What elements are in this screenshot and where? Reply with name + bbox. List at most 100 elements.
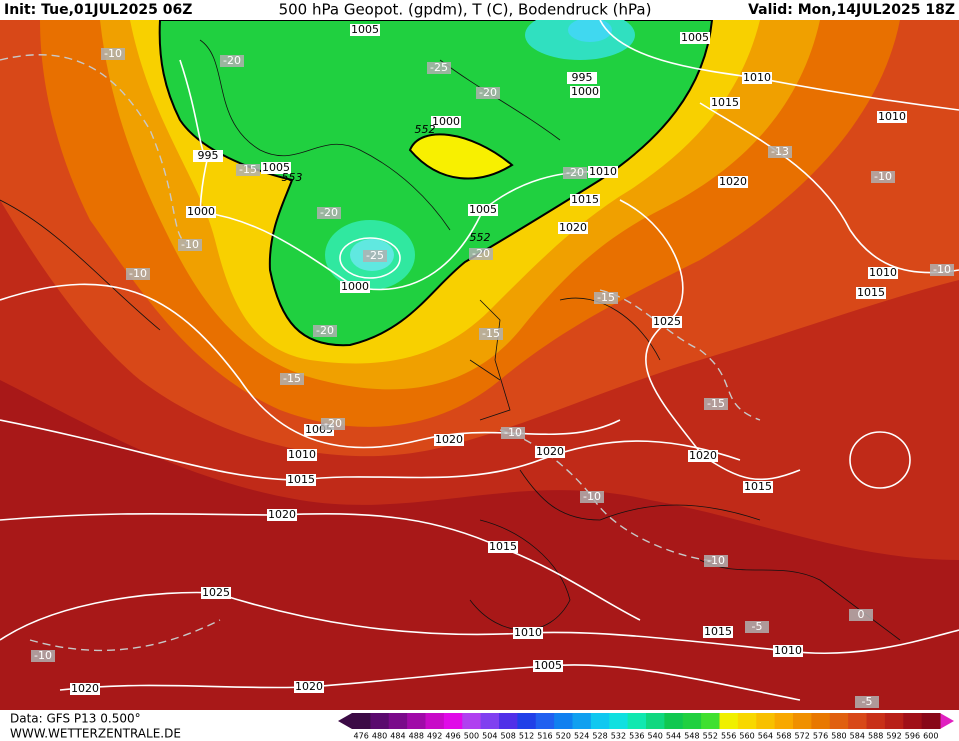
header-bar bbox=[0, 0, 959, 20]
temperature-label-box bbox=[31, 650, 55, 662]
colorbar-label: 556 bbox=[721, 732, 736, 741]
colorbar-label: 592 bbox=[886, 732, 901, 741]
colorbar-cell bbox=[535, 713, 555, 729]
init-time: Init: Tue,01JUL2025 06Z bbox=[4, 2, 192, 18]
isobar bbox=[339, 237, 401, 279]
temperature-label-box bbox=[280, 373, 304, 385]
isobar-label: 1005 bbox=[469, 203, 497, 216]
colorbar-label: 552 bbox=[703, 732, 718, 741]
field-green bbox=[158, 19, 714, 347]
colorbar-label: 528 bbox=[592, 732, 607, 741]
isobar-label: 1010 bbox=[774, 644, 802, 657]
isobar-label: 1005 bbox=[534, 659, 562, 672]
isobar-label-box bbox=[294, 681, 324, 693]
isobar-label: 1015 bbox=[744, 480, 772, 493]
isobar-label-box bbox=[488, 541, 518, 553]
isobar-label: 1010 bbox=[878, 110, 906, 123]
temperature-label-box bbox=[580, 491, 604, 503]
isobar-label: 1005 bbox=[351, 23, 379, 36]
colorbar-label: 508 bbox=[501, 732, 516, 741]
isobar-label-box bbox=[193, 150, 223, 162]
isobar-label: 1025 bbox=[653, 315, 681, 328]
temperature-label-box bbox=[476, 87, 500, 99]
isobar-label: 1010 bbox=[514, 626, 542, 639]
colorbar-label: 540 bbox=[648, 732, 663, 741]
colorbar-cell bbox=[921, 713, 941, 729]
isobar-label-box bbox=[570, 194, 600, 206]
isobar bbox=[0, 419, 741, 481]
temperature-label: -10 bbox=[504, 426, 522, 439]
isobar-label: 1010 bbox=[869, 266, 897, 279]
colorbar-arrow-right bbox=[940, 713, 954, 729]
isobar-label: 995 bbox=[572, 71, 593, 84]
colorbar-cell bbox=[866, 713, 886, 729]
colorbar-label: 580 bbox=[831, 732, 846, 741]
isobar-label-box bbox=[773, 645, 803, 657]
colorbar-label: 520 bbox=[556, 732, 571, 741]
isobar-label-box bbox=[70, 683, 100, 695]
temperature-label: -10 bbox=[583, 490, 601, 503]
isobar-label: 1005 bbox=[681, 31, 709, 44]
temperature-label-box bbox=[101, 48, 125, 60]
colorbar-cell bbox=[646, 713, 665, 729]
isobar-label: 1015 bbox=[489, 540, 517, 553]
temperature-label-box bbox=[768, 146, 792, 158]
colorbar-cell bbox=[719, 713, 739, 729]
temperature-label: -10 bbox=[129, 267, 147, 280]
colorbar-label: 496 bbox=[445, 732, 460, 741]
isobar-label-box bbox=[868, 267, 898, 279]
isobar-label: 1000 bbox=[571, 85, 599, 98]
colorbar-label: 596 bbox=[905, 732, 920, 741]
isobar-label-box bbox=[743, 481, 773, 493]
temperature-label-box bbox=[563, 167, 587, 179]
isobar-label: 1020 bbox=[536, 445, 564, 458]
isobar-label-box bbox=[570, 86, 600, 98]
isobar-label: 1015 bbox=[287, 473, 315, 486]
field-yellow-island bbox=[408, 133, 514, 180]
colorbar-label: 484 bbox=[390, 732, 405, 741]
temperature-label: -25 bbox=[366, 249, 384, 262]
colorbar-label: 476 bbox=[354, 732, 369, 741]
isobar-label-box bbox=[688, 450, 718, 462]
colorbar-cell bbox=[627, 713, 647, 729]
isobar-label: 1020 bbox=[689, 449, 717, 462]
isobar-label-box bbox=[286, 474, 316, 486]
isobar-label: 1015 bbox=[857, 286, 885, 299]
temperature-label: -10 bbox=[104, 47, 122, 60]
isobar-label: 1010 bbox=[743, 71, 771, 84]
colorbar-label: 492 bbox=[427, 732, 442, 741]
temperature-label: -20 bbox=[472, 247, 490, 260]
temperature-label-box bbox=[220, 55, 244, 67]
colorbar-label: 584 bbox=[850, 732, 865, 741]
field-cyan-north-core bbox=[568, 18, 612, 42]
colorbar-label: 560 bbox=[739, 732, 754, 741]
temperature-label: 0 bbox=[858, 608, 865, 621]
colorbar-cell bbox=[609, 713, 629, 729]
isobar-label: 553 bbox=[282, 171, 303, 184]
isobar-label: 1005 bbox=[262, 161, 290, 174]
colorbar-cell bbox=[499, 713, 518, 729]
isobar-label: 1020 bbox=[719, 175, 747, 188]
temperature-label-box bbox=[871, 171, 895, 183]
colorbar-label: 500 bbox=[464, 732, 479, 741]
colorbar-label: 588 bbox=[868, 732, 883, 741]
temperature-label: -10 bbox=[181, 238, 199, 251]
isobar-label-box bbox=[680, 32, 710, 44]
isobar-label: 1000 bbox=[341, 280, 369, 293]
isobar-label-box bbox=[703, 626, 733, 638]
colorbar-label: 516 bbox=[537, 732, 552, 741]
site: WWW.WETTERZENTRALE.DE bbox=[10, 727, 181, 741]
colorbar-cell bbox=[664, 713, 684, 729]
colorbar-cell bbox=[737, 713, 757, 729]
isobar-label-box bbox=[513, 627, 543, 639]
temperature-label-box bbox=[479, 328, 503, 340]
isobar-label-box bbox=[535, 446, 565, 458]
isobar-label-box bbox=[201, 587, 231, 599]
data-source: Data: GFS P13 0.500° bbox=[10, 712, 141, 726]
isobar-label: 1020 bbox=[559, 221, 587, 234]
colorbar-cell bbox=[811, 713, 831, 729]
temperature-label-box bbox=[313, 325, 337, 337]
isobar-label: 1020 bbox=[295, 680, 323, 693]
colorbar-cell bbox=[756, 713, 776, 729]
isobar-label: 1015 bbox=[571, 193, 599, 206]
